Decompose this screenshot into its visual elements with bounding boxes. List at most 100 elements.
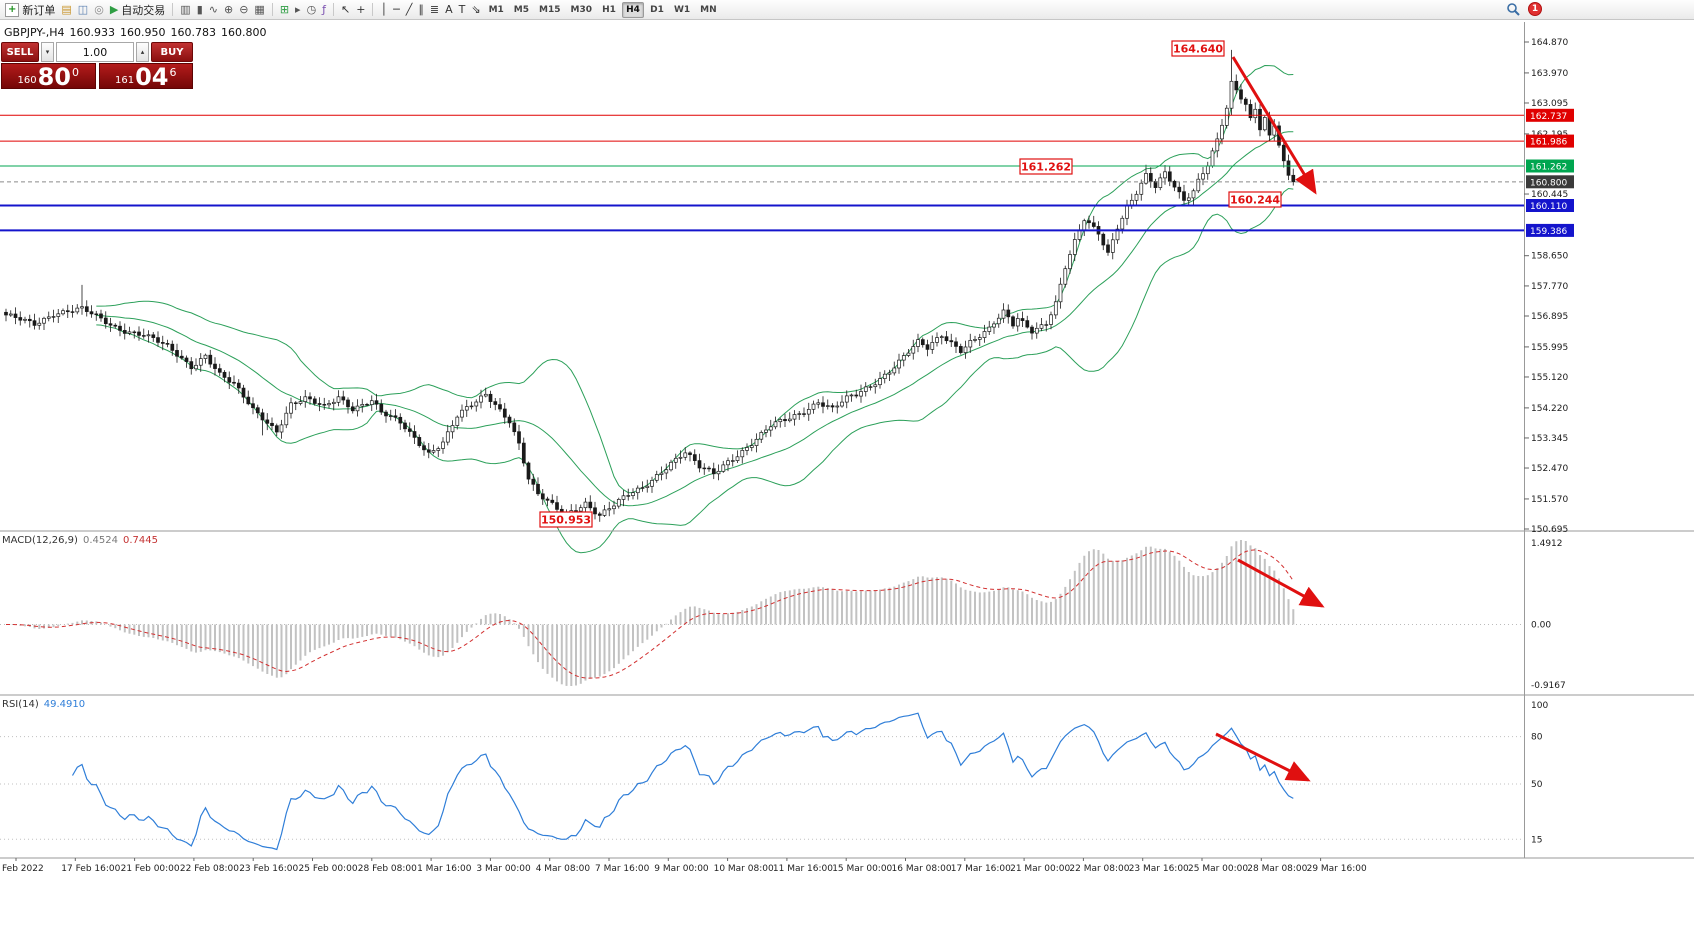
timeframe-w1-button[interactable]: W1 [673, 4, 691, 15]
timeframe-m15-button[interactable]: M15 [539, 4, 561, 15]
buy-button[interactable]: BUY [151, 42, 193, 62]
chart-area[interactable]: 164.870163.970163.095162.195160.445158.6… [0, 20, 1694, 941]
timeframe-m30-button[interactable]: M30 [570, 4, 592, 15]
rsi-name: RSI(14) [2, 699, 39, 710]
new-chart-button[interactable]: ⊞ [277, 1, 292, 18]
svg-text:150.953: 150.953 [541, 514, 591, 527]
main-price-panel[interactable] [0, 49, 1524, 554]
svg-text:152.470: 152.470 [1531, 464, 1568, 474]
volume-input[interactable] [57, 43, 133, 61]
text-label-button[interactable]: A [442, 1, 456, 18]
svg-text:28 Feb 08:00: 28 Feb 08:00 [358, 864, 417, 874]
toolbar-buttons: + 新订单 ▤ ◫ ◎ ▶ 自动交易 ▥ ▮ ∿ ⊕ ⊖ ▦ ⊞ ▸ ◷ ƒ ↖ + │ ─ ╱ ∥ ≣ A T ⇘ [2, 1, 484, 18]
indicators-button[interactable]: ƒ [319, 1, 329, 18]
zoom-in-button[interactable]: ⊕ [221, 1, 236, 18]
trendline-button[interactable]: ╱ [403, 1, 416, 18]
auto-trading-icon: ▶ [109, 2, 119, 16]
svg-text:Feb 2022: Feb 2022 [2, 864, 44, 874]
svg-text:161.262: 161.262 [1530, 163, 1567, 173]
indicators-icon: ƒ [322, 2, 327, 16]
charts-gallery-icon: ▤ [61, 2, 72, 16]
sell-price-main: 80 [37, 63, 71, 91]
svg-text:164.640: 164.640 [1173, 43, 1223, 56]
svg-text:4 Mar 08:00: 4 Mar 08:00 [536, 864, 591, 874]
cursor-button[interactable]: ↖ [338, 1, 353, 18]
line-chart-icon: ∿ [208, 2, 218, 16]
fibonacci-button[interactable]: ≣ [427, 1, 442, 18]
svg-text:161.986: 161.986 [1530, 138, 1567, 148]
svg-text:17 Feb 16:00: 17 Feb 16:00 [61, 864, 120, 874]
time-scale[interactable]: Feb 2022 17 Feb 16:00 21 Feb 00:00 22 Feb 0… [2, 858, 1367, 874]
svg-text:159.386: 159.386 [1530, 227, 1567, 237]
auto-scroll-icon: ◷ [306, 2, 317, 16]
zoom-out-button[interactable]: ⊖ [236, 1, 251, 18]
candlestick-chart-button[interactable]: ▮ [194, 1, 206, 18]
svg-text:22 Mar 08:00: 22 Mar 08:00 [1069, 864, 1129, 874]
ohlc-high: 160.950 [120, 26, 166, 39]
svg-text:155.995: 155.995 [1531, 343, 1568, 353]
rsi-value: 49.4910 [43, 699, 86, 710]
volume-up-button[interactable]: ▴ [136, 42, 149, 62]
timeframe-m1-button[interactable]: M1 [488, 4, 504, 15]
svg-text:151.570: 151.570 [1531, 495, 1568, 505]
price-scale[interactable]: 164.870163.970163.095162.195160.445158.6… [1524, 38, 1574, 845]
refresh-icon: ◎ [94, 2, 104, 16]
svg-text:28 Mar 08:00: 28 Mar 08:00 [1247, 864, 1307, 874]
new-order-button[interactable]: + 新订单 [2, 1, 58, 18]
macd-panel[interactable] [0, 540, 1524, 686]
notification-badge[interactable]: 1 [1528, 2, 1542, 16]
svg-text:9 Mar 00:00: 9 Mar 00:00 [654, 864, 709, 874]
rsi-panel[interactable] [0, 712, 1524, 851]
refresh-button[interactable]: ◎ [91, 1, 107, 18]
timeframe-d1-button[interactable]: D1 [650, 4, 664, 15]
svg-text:15: 15 [1531, 835, 1542, 845]
ohlc-close: 160.800 [221, 26, 267, 39]
equidistant-channel-button[interactable]: ∥ [415, 1, 427, 18]
search-icon[interactable] [1506, 2, 1520, 16]
auto-trading-button[interactable]: ▶ 自动交易 [107, 1, 168, 18]
svg-text:17 Mar 16:00: 17 Mar 16:00 [951, 864, 1011, 874]
auto-scroll-button[interactable]: ◷ [304, 1, 320, 18]
horizontal-line-button[interactable]: ─ [390, 1, 403, 18]
timeframe-mn-button[interactable]: MN [700, 4, 717, 15]
chart-ohlc-header: GBPJPY-,H4 160.933 160.950 160.783 160.800 [4, 26, 272, 39]
buy-price-button[interactable]: 161 04 6 [98, 63, 193, 90]
svg-text:150.695: 150.695 [1531, 525, 1568, 535]
auto-trading-label: 自动交易 [121, 3, 166, 17]
arrows-tool-button[interactable]: ⇘ [468, 1, 483, 18]
buy-price-prefix: 161 [115, 75, 135, 86]
svg-text:156.895: 156.895 [1531, 312, 1568, 322]
svg-text:160.244: 160.244 [1230, 194, 1280, 207]
macd-label: MACD(12,26,9) 0.4524 0.7445 [2, 535, 158, 546]
cursor-icon: ↖ [341, 2, 351, 16]
svg-text:29 Mar 16:00: 29 Mar 16:00 [1307, 864, 1367, 874]
new-chart-icon: ⊞ [279, 2, 290, 16]
svg-text:1 Mar 16:00: 1 Mar 16:00 [417, 864, 472, 874]
chart-shift-button[interactable]: ▸ [292, 1, 304, 18]
svg-text:21 Mar 00:00: 21 Mar 00:00 [1010, 864, 1070, 874]
macd-name: MACD(12,26,9) [2, 535, 78, 546]
profiles-button[interactable]: ◫ [75, 1, 91, 18]
bar-chart-button[interactable]: ▥ [177, 1, 193, 18]
toolbar-separator [372, 3, 374, 16]
rsi-label: RSI(14) 49.4910 [2, 699, 85, 710]
crosshair-button[interactable]: + [353, 1, 368, 18]
svg-text:155.120: 155.120 [1531, 373, 1568, 383]
timeframe-m5-button[interactable]: M5 [513, 4, 529, 15]
timeframe-h1-button[interactable]: H1 [602, 4, 616, 15]
volume-down-button[interactable]: ▾ [41, 42, 54, 62]
sell-button[interactable]: SELL [1, 42, 39, 62]
vertical-line-button[interactable]: │ [377, 1, 390, 18]
text-box-button[interactable]: T [456, 1, 469, 18]
sell-price-button[interactable]: 160 80 0 [1, 63, 96, 91]
line-chart-button[interactable]: ∿ [206, 1, 221, 18]
toolbar-separator [172, 3, 174, 16]
chart-window: 164.870163.970163.095162.195160.445158.6… [0, 20, 1694, 941]
buy-price-sup: 6 [169, 66, 177, 79]
sell-price-sup: 0 [72, 66, 79, 79]
svg-text:153.345: 153.345 [1531, 434, 1568, 444]
charts-gallery-button[interactable]: ▤ [58, 1, 74, 18]
tile-windows-button[interactable]: ▦ [251, 1, 267, 18]
timeframe-h4-button[interactable]: H4 [621, 1, 644, 18]
